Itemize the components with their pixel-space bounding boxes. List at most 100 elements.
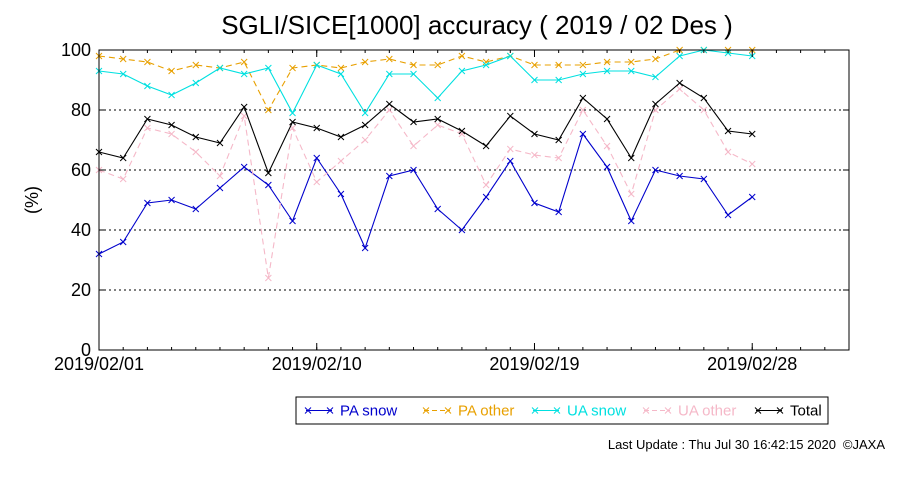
data-point [579,61,587,69]
data-point [627,190,635,198]
data-point [553,407,561,414]
data-point [337,190,345,198]
data-point [652,55,659,63]
x-tick-label: 2019/02/10 [272,354,362,374]
data-point [168,130,175,138]
data-point [458,67,466,75]
data-point [506,52,514,60]
data-point [444,407,452,414]
data-point [627,154,635,162]
data-point [531,76,538,84]
data-point [676,52,683,60]
data-point [482,193,490,201]
data-point [216,139,224,147]
data-point [313,154,321,162]
y-tick-label: 60 [71,160,91,180]
data-point [385,106,393,114]
data-point [192,79,200,87]
data-point [482,142,490,150]
data-point [192,61,200,69]
x-tick-label: 2019/02/28 [707,354,797,374]
data-point [724,127,732,135]
data-point [531,151,538,159]
data-point [119,175,127,183]
legend-label: PA snow [340,403,397,420]
data-point [144,58,151,66]
data-point [603,142,611,150]
data-point [361,58,369,66]
series-ua-other [95,85,756,282]
data-point [168,196,175,204]
data-point [458,52,466,60]
series-ua-snow [95,46,756,117]
data-point [265,274,272,282]
legend: PA snow PA other UA snow UA other Total [295,396,829,425]
data-point [361,136,369,144]
data-point [337,133,345,141]
data-point [627,217,635,225]
series-total [95,79,756,177]
x-tick-label: 2019/02/19 [489,354,579,374]
data-point [434,115,442,123]
data-point [313,178,321,186]
data-point [724,148,732,156]
data-point [216,64,224,72]
series-pa-snow [95,130,756,258]
data-point [676,79,683,87]
data-point [506,145,514,153]
data-point [289,109,296,117]
axis-ticks: 0 20 40 60 80 100 2019/02/01 2019/02/10 2019/02/… [54,40,850,374]
data-point [385,70,393,78]
data-point [579,130,587,138]
data-point [265,181,272,189]
data-point [531,130,538,138]
data-point [531,199,538,207]
data-point [700,94,708,102]
data-point [555,76,563,84]
data-point [216,172,224,180]
data-point [422,407,430,414]
data-point [144,115,151,123]
x-tick-label: 2019/02/01 [54,354,144,374]
data-point [385,100,393,108]
data-point [627,58,635,66]
data-point [192,133,200,141]
data-point [748,160,756,168]
last-update-text: Last Update : Thu Jul 30 16:42:15 2020 [608,437,836,452]
data-point [652,100,659,108]
data-point [361,121,369,129]
data-point [579,70,587,78]
data-point [748,130,756,138]
y-tick-label: 20 [71,280,91,300]
data-point [168,91,175,99]
data-point [337,70,345,78]
data-point [410,118,417,126]
data-point [240,58,248,66]
y-tick-label: 0 [81,340,91,360]
data-point [603,67,611,75]
data-point [192,205,200,213]
data-point [676,172,683,180]
data-point [337,157,345,165]
data-point [555,61,563,69]
data-point [119,238,127,246]
data-point [506,112,514,120]
data-point [265,169,272,177]
data-point [603,163,611,171]
plot-frame [98,49,850,351]
y-tick-label: 80 [71,100,91,120]
data-point [313,124,321,132]
data-point [664,407,672,414]
data-point [289,118,296,126]
data-point [265,64,272,72]
data-point [676,85,683,93]
data-point [240,103,248,111]
data-point [144,124,151,132]
data-point [642,407,650,414]
copyright-text: ©JAXA [843,437,885,452]
series-line [98,132,753,255]
data-point [192,148,200,156]
data-point [700,106,708,114]
data-point [289,217,296,225]
